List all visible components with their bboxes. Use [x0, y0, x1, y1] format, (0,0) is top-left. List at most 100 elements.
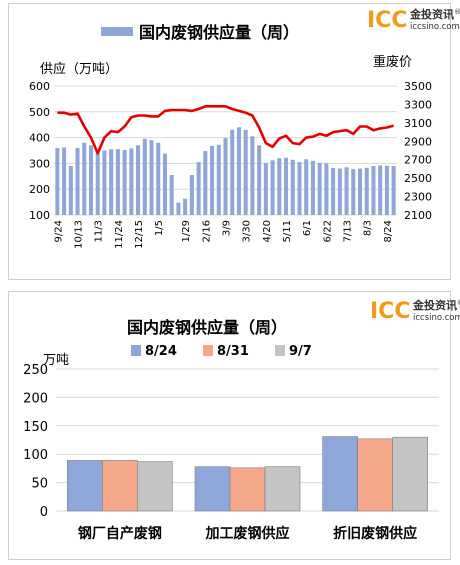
left-axis-label: 供应（万吨）	[40, 61, 118, 77]
supply-bar	[129, 148, 134, 215]
supply-bar	[169, 175, 174, 215]
category-label: 折旧废钢供应	[333, 525, 417, 542]
y-tick-label: 100	[23, 448, 48, 463]
right-tick-label: 3500	[404, 80, 432, 93]
supply-bar	[371, 165, 376, 215]
supply-price-chart-panel: 国内废钢供应量（周） ICC 金投资讯 ® iccsino.com 供应（万吨） 重废价 60…	[8, 3, 460, 280]
y-tick-label: 50	[31, 477, 48, 492]
x-tick-label: 3/30	[242, 220, 253, 242]
supply-bar	[196, 162, 201, 215]
supply-bar	[310, 160, 315, 215]
x-tick-label: 5/11	[282, 220, 293, 242]
supply-bar	[136, 145, 141, 215]
logo-url: iccsino.com	[413, 313, 460, 323]
supply-bar	[176, 202, 181, 215]
y-tick-label: 200	[23, 391, 48, 406]
supply-bar	[230, 129, 235, 215]
category-bar	[392, 436, 428, 512]
category-label: 加工废钢供应	[205, 525, 290, 542]
category-bar	[229, 467, 266, 512]
unit-label: 万吨	[43, 353, 69, 368]
y-tick-label: 250	[23, 363, 48, 378]
supply-bar	[183, 198, 188, 215]
supply-bar	[203, 151, 208, 215]
logo-reg: ®	[457, 299, 460, 307]
x-tick-label: 8/24	[383, 220, 394, 242]
logo-cn: 金投资讯	[409, 7, 454, 21]
logo-mark: ICC	[367, 8, 407, 33]
supply-bar	[102, 150, 107, 215]
left-tick-label: 200	[29, 183, 50, 196]
x-tick-label: 10/13	[74, 220, 85, 249]
supply-bar	[277, 158, 282, 215]
supply-bar	[317, 162, 322, 215]
supply-bar	[210, 145, 215, 215]
x-tick-label: 6/1	[302, 220, 313, 236]
y-tick-label: 0	[40, 505, 48, 520]
legend-label: 8/24	[145, 344, 177, 359]
supply-bar	[304, 159, 309, 215]
category-bar	[322, 436, 358, 512]
supply-bar	[82, 142, 87, 215]
supply-bar	[364, 167, 369, 215]
x-tick-label: 1/29	[181, 220, 192, 242]
supply-bar	[109, 149, 114, 215]
supply-bar	[95, 153, 100, 215]
right-tick-label: 3100	[404, 117, 432, 130]
supply-bar	[357, 168, 363, 215]
logo-mark: ICC	[370, 299, 410, 324]
right-tick-label: 3300	[404, 98, 432, 111]
supply-bar	[68, 165, 73, 215]
logo-cn: 金投资讯	[412, 298, 457, 312]
category-bar	[357, 438, 393, 512]
supply-bar	[290, 159, 295, 215]
y-tick-label: 150	[23, 420, 48, 435]
supply-bar	[391, 165, 396, 215]
supply-bar	[384, 165, 389, 215]
supply-bar	[88, 145, 94, 215]
category-bar	[137, 461, 173, 512]
supply-bar	[223, 138, 228, 215]
supply-bar	[115, 149, 120, 215]
logo-url: iccsino.com	[410, 22, 460, 32]
category-bar	[264, 466, 301, 512]
supply-bar	[75, 147, 80, 215]
legend-label: 8/31	[217, 344, 249, 359]
supply-bar	[263, 162, 268, 215]
left-tick-label: 600	[29, 80, 50, 93]
right-tick-label: 2500	[404, 172, 432, 185]
chart2-title: 国内废钢供应量（周）	[127, 318, 287, 337]
supply-bar	[162, 153, 167, 215]
supply-bar	[297, 162, 302, 215]
x-tick-label: 4/20	[262, 220, 273, 242]
x-tick-label: 11/24	[114, 220, 125, 249]
x-tick-label: 3/9	[222, 220, 233, 236]
chart1-title: 国内废钢供应量（周）	[139, 23, 299, 42]
supply-bar	[189, 175, 194, 215]
supply-bar	[270, 160, 275, 215]
supply-bar	[243, 129, 248, 215]
supply-bar	[122, 149, 127, 215]
category-bar	[194, 466, 231, 512]
supply-bar	[55, 147, 60, 215]
category-bar	[102, 460, 138, 512]
supply-bar	[236, 127, 241, 215]
legend-swatch	[101, 27, 133, 36]
logo-reg: ®	[454, 8, 460, 16]
supply-bar	[331, 168, 336, 215]
price-line	[57, 105, 394, 155]
x-tick-label: 2/16	[201, 220, 212, 242]
legend-swatch	[131, 345, 141, 356]
x-tick-label: 1/5	[154, 220, 165, 236]
legend-swatch	[203, 345, 213, 356]
right-axis-label: 重废价	[373, 54, 412, 70]
x-tick-label: 7/13	[343, 220, 354, 242]
category-label: 钢厂自产废钢	[78, 525, 162, 542]
category-bar	[67, 460, 103, 512]
right-tick-label: 2700	[404, 154, 432, 167]
supply-bar	[250, 136, 255, 215]
legend-swatch	[275, 345, 285, 356]
supply-bar	[216, 144, 221, 215]
supply-price-chart: 国内废钢供应量（周） ICC 金投资讯 ® iccsino.com 供应（万吨） 重废价 60…	[29, 7, 460, 249]
